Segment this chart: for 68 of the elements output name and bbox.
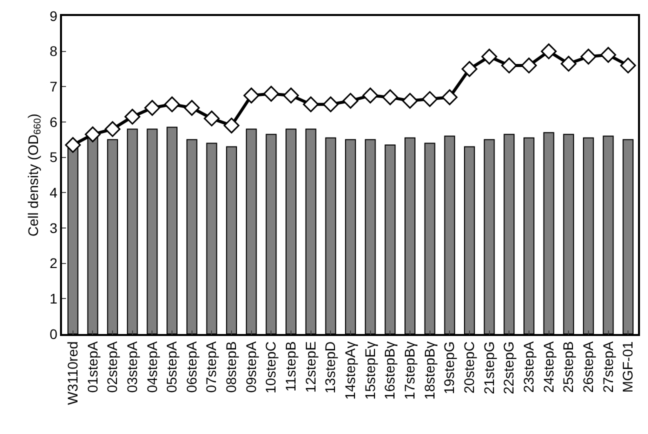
x-tick-label: 14stepAγ	[342, 341, 358, 400]
x-tick-label: 08stepB	[223, 341, 240, 393]
point	[84, 126, 101, 142]
y-tick-label: 3	[50, 220, 58, 236]
x-tick-label: 25stepB	[560, 341, 576, 393]
x-tick-label: 21stepG	[480, 341, 497, 394]
point	[540, 43, 557, 60]
point	[600, 46, 616, 63]
y-tick-label: 5	[50, 149, 58, 166]
point	[204, 110, 220, 126]
point	[402, 92, 418, 109]
point	[442, 89, 458, 106]
x-tick-label: 19stepG	[441, 341, 458, 394]
point	[263, 86, 280, 102]
point	[462, 61, 478, 77]
point	[580, 48, 596, 65]
y-tick-label: 6	[50, 114, 58, 130]
point	[620, 58, 636, 74]
point	[104, 121, 120, 137]
point	[422, 91, 438, 107]
x-tick-label: 22stepG	[500, 341, 517, 394]
y-tick-label: 7	[50, 78, 58, 95]
x-tick-label: 09stepA	[242, 340, 259, 393]
y-tick-label: 8	[50, 43, 58, 60]
point	[283, 88, 299, 104]
point	[302, 96, 319, 112]
point	[124, 108, 140, 125]
x-tick-label: 11stepB	[282, 341, 299, 392]
x-tick-label: 02stepA	[104, 340, 120, 393]
point	[362, 88, 378, 104]
x-tick-label: W3110red	[64, 341, 80, 405]
x-tick-label: 10stepC	[262, 341, 279, 394]
x-tick-label: 20stepC	[461, 341, 478, 394]
y-tick-label: 4	[50, 184, 58, 201]
x-tick-label: 27stepA	[600, 340, 616, 393]
y-tick-label: 1	[50, 290, 58, 307]
x-tick-label: 13stepD	[322, 341, 338, 394]
point	[65, 137, 81, 153]
y-tick-label: 0	[50, 326, 58, 342]
x-tick-label: 24stepA	[540, 340, 556, 393]
x-tick-label: MGF-01	[620, 341, 636, 393]
point	[382, 89, 398, 106]
x-tick-label: 01stepA	[84, 340, 100, 393]
point	[243, 88, 260, 104]
point	[560, 56, 576, 72]
point	[224, 118, 240, 134]
point	[322, 96, 339, 112]
point	[501, 58, 518, 74]
point	[164, 96, 180, 112]
point	[144, 100, 160, 116]
x-tick-label: 06stepA	[183, 340, 200, 393]
x-tick-label: 26stepA	[580, 340, 596, 393]
point	[521, 58, 537, 74]
x-tick-label: 16stepBγ	[382, 341, 398, 400]
x-tick-label: 12stepE	[302, 341, 318, 393]
x-tick-label: 15stepEγ	[362, 341, 378, 400]
y-tick-label: 9	[50, 8, 58, 24]
point	[481, 48, 498, 65]
x-tick-label: 23stepA	[520, 340, 536, 393]
y-tick-label: 2	[50, 255, 58, 272]
x-tick-label: 04stepA	[144, 340, 160, 393]
x-tick-label: 17stepBγ	[402, 341, 418, 400]
point	[342, 92, 358, 109]
x-tick-label: 03stepA	[124, 340, 140, 393]
point	[184, 100, 200, 116]
x-tick-label: 05stepA	[164, 340, 180, 393]
x-tick-label: 07stepA	[203, 340, 220, 393]
x-tick-label: 18stepBγ	[421, 341, 438, 400]
